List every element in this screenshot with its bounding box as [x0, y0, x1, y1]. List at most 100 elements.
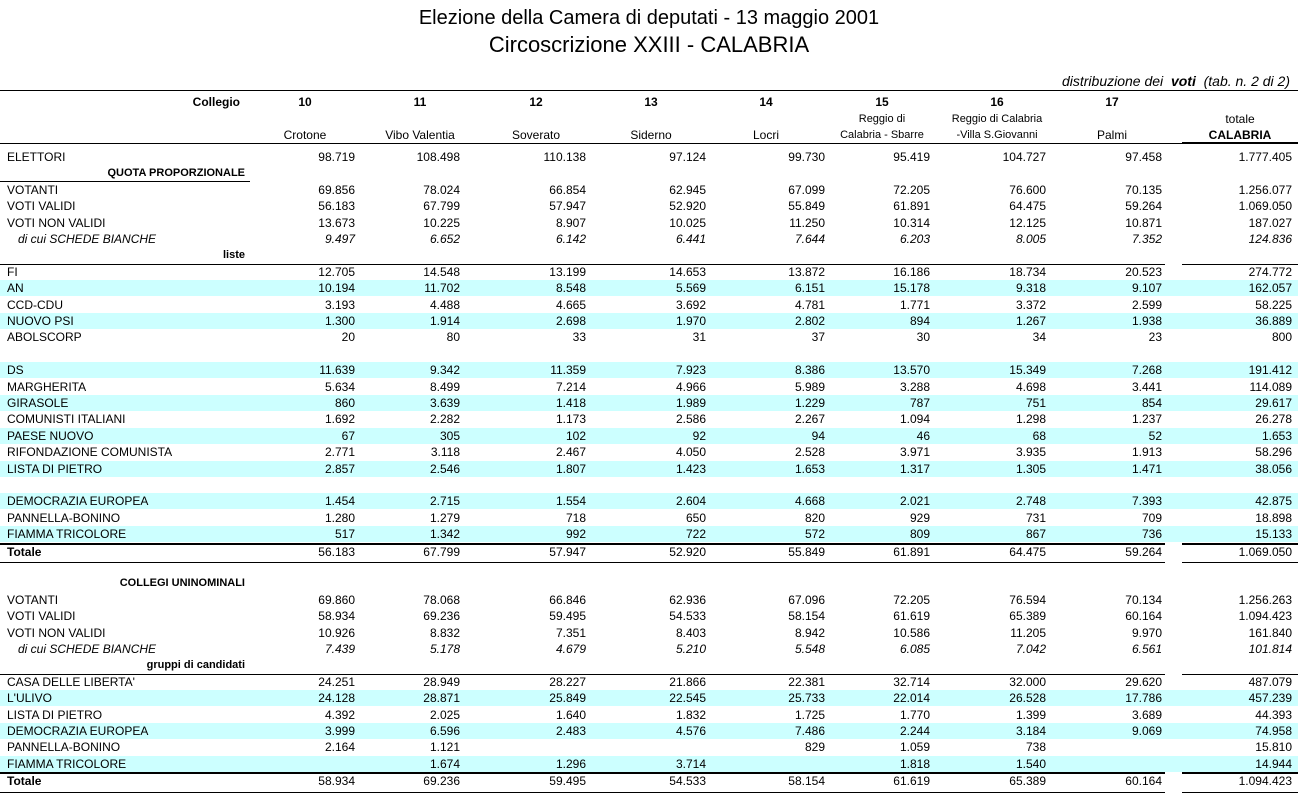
cell: 72.205: [893, 592, 930, 607]
cell: 829: [804, 740, 825, 755]
cell: 709: [1141, 510, 1162, 525]
total-cell: 101.814: [1248, 642, 1292, 656]
cell: 2.715: [429, 494, 460, 509]
cell: 98.719: [318, 150, 355, 164]
row-label: ABOLSCORP: [7, 330, 82, 345]
row-label: NUOVO PSI: [7, 314, 74, 328]
total-cell: 1.256.263: [1238, 592, 1292, 607]
cell: 7.393: [1131, 494, 1162, 509]
cell: 10.314: [893, 215, 930, 230]
cell: 108.498: [416, 150, 460, 164]
cell: 64.475: [1009, 199, 1046, 214]
cell: 22.545: [669, 691, 706, 706]
row-label: FI: [7, 264, 18, 279]
column-name: -Villa S.Giovanni: [956, 129, 1038, 141]
cell: 1.423: [675, 461, 706, 476]
cell: 731: [1025, 510, 1046, 525]
row-label: VOTANTI: [7, 182, 59, 197]
cell: 10.194: [318, 281, 355, 296]
cell: 92: [692, 428, 706, 443]
cell: 17.786: [1125, 691, 1162, 706]
cell: 52: [1148, 428, 1162, 443]
cell: 60.164: [1125, 774, 1162, 789]
cell: 61.891: [893, 544, 930, 559]
cell: 10.025: [669, 215, 706, 230]
cell: 1.279: [429, 510, 460, 525]
cell: 6.085: [899, 642, 930, 656]
cell: 15.178: [893, 281, 930, 296]
column-number: 16: [990, 95, 1004, 109]
row-band: [0, 493, 1298, 510]
cell: 22.381: [788, 674, 825, 689]
section-heading: QUOTA PROPORZIONALE: [107, 167, 246, 180]
row-label: FIAMMA TRICOLORE: [7, 527, 127, 542]
cell: 854: [1141, 396, 1162, 410]
cell: 58.154: [788, 609, 825, 624]
cell: 24.128: [318, 691, 355, 706]
cell: 104.727: [1002, 150, 1046, 164]
cell: 72.205: [893, 182, 930, 197]
cell: 54.533: [669, 609, 706, 624]
cell: 67.799: [423, 544, 460, 559]
cell: 9.342: [429, 363, 460, 378]
cell: 76.600: [1009, 182, 1046, 197]
cell: 738: [1025, 740, 1046, 755]
total-cell: 114.089: [1249, 379, 1293, 394]
cell: 3.971: [899, 445, 930, 460]
cell: 305: [439, 428, 460, 443]
cell: 76.594: [1009, 592, 1046, 607]
cell: 30: [916, 330, 930, 345]
cell: 25.733: [788, 691, 825, 706]
total-cell: 15.810: [1255, 740, 1292, 755]
section-heading: COLLEGI UNINOMINALI: [119, 577, 245, 590]
cell: 59.495: [549, 609, 586, 624]
row-label: Totale: [7, 544, 42, 559]
total-cell: 800: [1271, 330, 1292, 345]
column-number: 12: [529, 95, 543, 109]
cell: 28.227: [549, 674, 586, 689]
cell: 12.705: [318, 264, 355, 279]
cell: 26.528: [1009, 691, 1046, 706]
cell: 929: [909, 510, 930, 525]
cell: 13.673: [318, 215, 355, 230]
row-label: LISTA DI PIETRO: [7, 461, 103, 476]
cell: 56.183: [318, 199, 355, 214]
row-label: VOTI VALIDI: [7, 609, 76, 624]
rule: [0, 90, 1298, 91]
cell: 1.173: [555, 412, 586, 427]
cell: 64.475: [1009, 544, 1046, 559]
row-band: [0, 755, 1298, 772]
cell: 1.970: [675, 314, 706, 328]
cell: 1.399: [1015, 707, 1046, 722]
total-cell: 58.225: [1255, 297, 1292, 312]
cell: 58.154: [788, 774, 825, 789]
cell: 7.351: [555, 625, 586, 640]
total-cell: 1.094.423: [1238, 774, 1292, 789]
cell: 65.389: [1009, 609, 1046, 624]
cell: 5.634: [324, 379, 355, 394]
cell: 2.025: [429, 707, 460, 722]
cell: 1.540: [1015, 756, 1046, 771]
cell: 3.118: [430, 445, 460, 460]
cell: 59.495: [549, 774, 586, 789]
rule: [1182, 674, 1298, 675]
cell: 2.748: [1015, 494, 1046, 509]
cell: 4.698: [1015, 379, 1046, 394]
cell: 8.005: [1015, 232, 1046, 246]
cell: 4.050: [675, 445, 706, 460]
cell: 3.714: [675, 756, 706, 771]
cell: 4.679: [555, 642, 586, 656]
total-cell: 36.889: [1255, 314, 1292, 328]
subtitle: Circoscrizione XXIII - CALABRIA: [488, 32, 810, 57]
cell: 68: [1032, 428, 1046, 443]
cell: 8.907: [555, 215, 586, 230]
cell: 8.942: [794, 625, 825, 640]
cell: 12.125: [1009, 215, 1046, 230]
cell: 722: [685, 527, 706, 542]
row-label: VOTI NON VALIDI: [7, 215, 106, 230]
cell: 11.702: [424, 281, 460, 296]
cell: 6.142: [555, 232, 586, 246]
cell: 46: [916, 428, 930, 443]
cell: 60.164: [1125, 609, 1162, 624]
